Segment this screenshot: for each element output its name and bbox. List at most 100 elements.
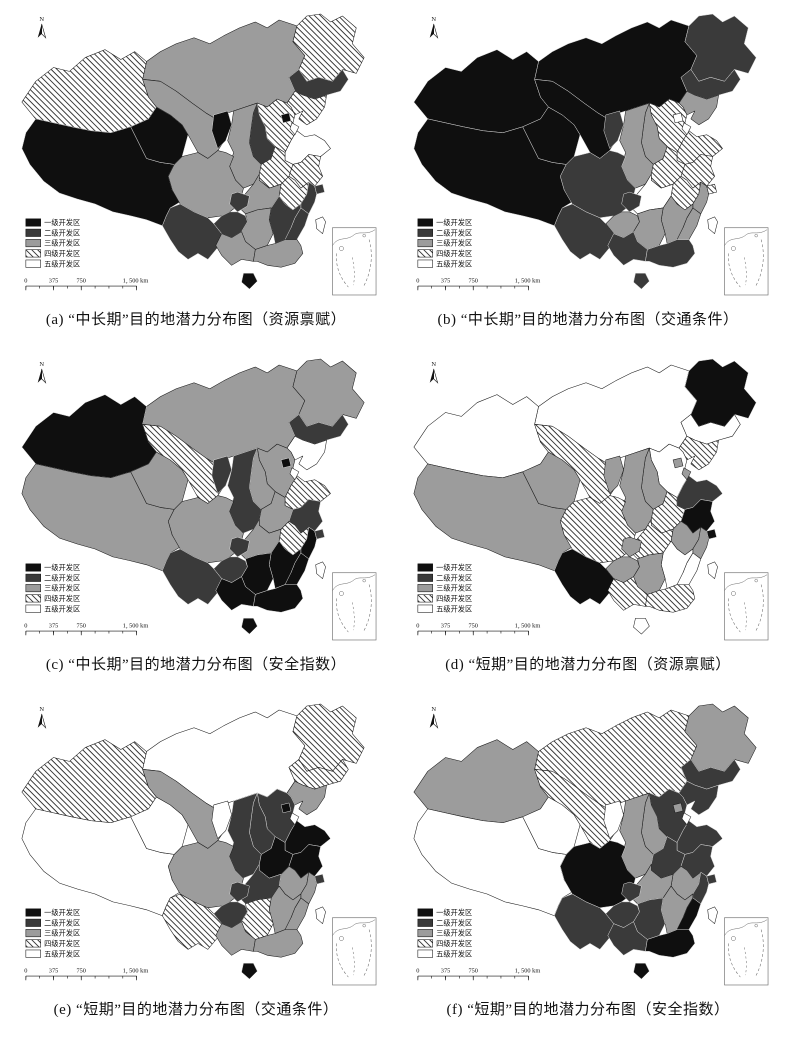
province-shanghai xyxy=(706,528,717,540)
scale-label-end: 1, 500 km xyxy=(123,968,149,975)
province-guangdong xyxy=(253,239,304,268)
south-china-sea-inset xyxy=(724,572,769,641)
scale-label-375: 375 xyxy=(441,623,451,630)
province-shanghai xyxy=(706,183,717,195)
legend-label-level-3: 三级开发区 xyxy=(44,239,80,248)
province-hainan xyxy=(633,272,650,290)
north-arrow: N xyxy=(429,16,439,39)
map-panel-b: N 一级开发区 二级开发区 三级开发区 四级开发区 五级开发区 0 375 750 1, 500 … xyxy=(392,8,784,329)
north-label: N xyxy=(39,706,44,713)
figure-grid: N 一级开发区 二级开发区 三级开发区 四级开发区 五级开发区 0 375 750 1, 500 … xyxy=(0,8,784,1019)
provinces-layer-a xyxy=(21,13,365,290)
scale-label-end: 1, 500 km xyxy=(515,623,541,630)
provinces-layer-c xyxy=(21,358,365,635)
inset-frame xyxy=(724,917,769,986)
legend-swatch-level-4 xyxy=(25,594,41,603)
legend-swatch-level-2 xyxy=(25,573,41,582)
province-taiwan xyxy=(315,561,326,579)
province-shanghai xyxy=(314,873,325,885)
province-tianjin xyxy=(681,467,692,480)
provinces-layer-f xyxy=(413,703,757,980)
province-chongqing xyxy=(229,536,250,558)
legend-swatch-level-4 xyxy=(417,939,433,948)
scale-label-375: 375 xyxy=(49,968,59,975)
legend-swatch-level-5 xyxy=(417,259,433,268)
inset-hainan-island xyxy=(730,246,736,251)
legend-label-level-2: 二级开发区 xyxy=(436,228,472,237)
legend-label-level-5: 五级开发区 xyxy=(44,259,80,268)
scale-label-375: 375 xyxy=(441,968,451,975)
inset-coastline xyxy=(332,229,376,246)
legend-swatch-level-5 xyxy=(417,604,433,613)
legend-label-level-4: 四级开发区 xyxy=(44,939,80,948)
scale-label-end: 1, 500 km xyxy=(515,968,541,975)
province-shanghai xyxy=(314,528,325,540)
legend-swatch-level-1 xyxy=(25,908,41,917)
province-hainan xyxy=(241,272,258,290)
china-map-d: N 一级开发区 二级开发区 三级开发区 四级开发区 五级开发区 0 375 750 1, 500 … xyxy=(404,353,772,648)
north-arrow-right xyxy=(433,23,439,39)
north-arrow-left xyxy=(37,368,42,383)
legend-swatch-level-3 xyxy=(25,929,41,938)
legend-label-level-5: 五级开发区 xyxy=(44,604,80,613)
inset-dash-line-middle xyxy=(744,947,747,976)
inset-hainan-island xyxy=(338,936,344,941)
province-qinghai xyxy=(130,451,189,510)
legend-label-level-1: 一级开发区 xyxy=(436,218,472,227)
legend-label-level-3: 三级开发区 xyxy=(44,584,80,593)
province-hainan xyxy=(241,617,258,635)
legend-swatch-level-1 xyxy=(417,218,433,227)
legend-swatch-level-2 xyxy=(417,573,433,582)
scale-label-750: 750 xyxy=(76,968,86,975)
scale-label-375: 375 xyxy=(49,623,59,630)
scale-label-0: 0 xyxy=(24,623,27,630)
inset-dash-line-middle xyxy=(744,257,747,286)
legend-label-level-1: 一级开发区 xyxy=(44,563,80,572)
inset-coastline xyxy=(724,574,768,591)
inset-hainan-island xyxy=(338,591,344,596)
north-arrow: N xyxy=(37,361,47,384)
map-caption-f: (f) “短期”目的地潜力分布图（安全指数） xyxy=(446,1002,730,1018)
scale-label-0: 0 xyxy=(416,623,419,630)
north-label: N xyxy=(431,16,436,23)
north-arrow-left xyxy=(429,23,434,38)
map-panel-c: N 一级开发区 二级开发区 三级开发区 四级开发区 五级开发区 0 375 750 1, 500 … xyxy=(0,353,392,674)
china-map-f: N 一级开发区 二级开发区 三级开发区 四级开发区 五级开发区 0 375 750 1, 500 … xyxy=(404,698,772,993)
map-caption-c: (c) “中长期”目的地潜力分布图（安全指数） xyxy=(45,657,347,673)
province-tianjin xyxy=(681,812,692,825)
south-china-sea-inset xyxy=(724,227,769,296)
south-china-sea-inset xyxy=(332,917,377,986)
legend-label-level-2: 二级开发区 xyxy=(436,573,472,582)
province-ningxia xyxy=(211,455,232,494)
province-ningxia xyxy=(603,455,624,494)
province-taiwan xyxy=(707,216,718,234)
scale-label-0: 0 xyxy=(416,278,419,285)
inset-frame xyxy=(724,227,769,296)
province-chongqing xyxy=(621,536,642,558)
province-chongqing xyxy=(229,191,250,213)
province-taiwan xyxy=(315,216,326,234)
inset-dash-line-east xyxy=(362,929,372,978)
province-chongqing xyxy=(621,191,642,213)
province-heilongjiang xyxy=(684,703,757,772)
province-beijing xyxy=(280,112,292,124)
north-arrow-left xyxy=(429,368,434,383)
legend-swatch-level-4 xyxy=(25,939,41,948)
legend-label-level-3: 三级开发区 xyxy=(436,239,472,248)
inset-taiwan-island xyxy=(754,233,758,238)
legend-label-level-2: 二级开发区 xyxy=(436,918,472,927)
legend-label-level-2: 二级开发区 xyxy=(44,228,80,237)
china-map-c: N 一级开发区 二级开发区 三级开发区 四级开发区 五级开发区 0 375 750 1, 500 … xyxy=(12,353,380,648)
provinces-layer-d xyxy=(413,358,757,635)
north-arrow-right xyxy=(433,368,439,384)
legend-label-level-1: 一级开发区 xyxy=(436,908,472,917)
province-shanghai xyxy=(706,873,717,885)
map-panel-e: N 一级开发区 二级开发区 三级开发区 四级开发区 五级开发区 0 375 750 1, 500 … xyxy=(0,698,392,1019)
map-caption-a: (a) “中长期”目的地潜力分布图（资源禀赋） xyxy=(45,312,347,328)
scale-bar: 0 375 750 1, 500 km xyxy=(416,623,540,636)
